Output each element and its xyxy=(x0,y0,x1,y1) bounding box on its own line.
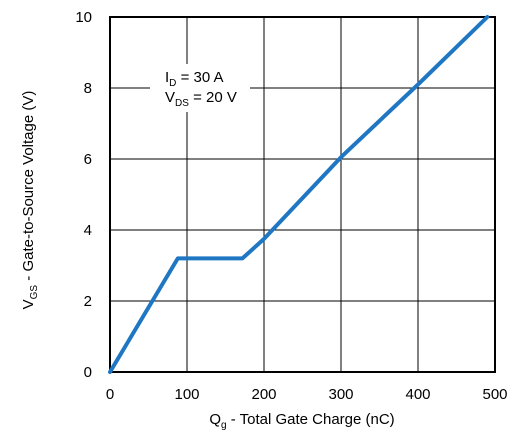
x-tick-label: 100 xyxy=(174,386,199,403)
x-tick-label: 200 xyxy=(251,386,276,403)
annotation-line-1: ID = 30 A xyxy=(165,69,224,89)
x-axis-label: Qg - Total Gate Charge (nC) xyxy=(209,411,394,431)
x-tick-label: 0 xyxy=(106,386,114,403)
y-tick-label: 8 xyxy=(84,80,92,97)
x-tick-label: 500 xyxy=(482,386,507,403)
y-axis-ticks: 0 2 4 6 8 10 xyxy=(75,9,92,381)
y-tick-label: 4 xyxy=(84,222,92,239)
y-tick-label: 0 xyxy=(84,364,92,381)
series-line xyxy=(108,15,490,374)
plot-frame xyxy=(109,16,496,373)
annotation-line-2: VDS = 20 V xyxy=(165,89,237,109)
y-axis-label: VGS - Gate-to-Source Voltage (V) xyxy=(20,91,40,310)
y-tick-label: 2 xyxy=(84,293,92,310)
y-tick-label: 10 xyxy=(75,9,92,26)
x-axis-ticks: 0 100 200 300 400 500 xyxy=(106,386,508,403)
x-tick-label: 300 xyxy=(328,386,353,403)
annotation-box xyxy=(150,64,250,112)
x-tick-label: 400 xyxy=(405,386,430,403)
y-tick-label: 6 xyxy=(84,151,92,168)
